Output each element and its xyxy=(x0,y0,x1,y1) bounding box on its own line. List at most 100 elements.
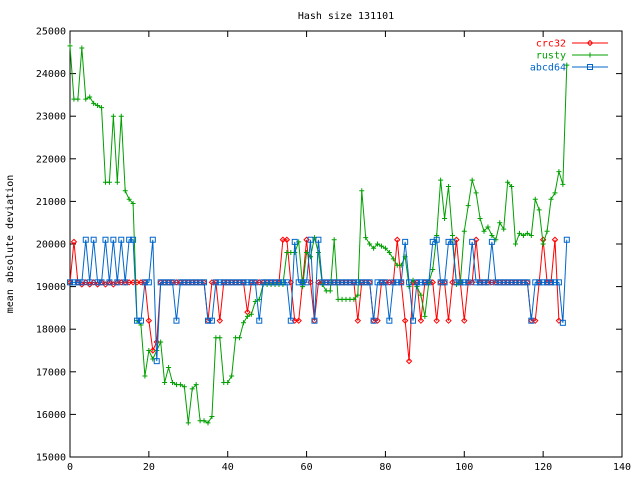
x-tick-label: 0 xyxy=(67,462,73,473)
data-point-rusty xyxy=(95,103,101,109)
data-point-crc32 xyxy=(216,317,224,324)
data-point-rusty xyxy=(489,232,495,238)
data-point-rusty xyxy=(548,196,554,202)
data-point-abcd64 xyxy=(532,279,539,286)
data-point-rusty xyxy=(449,232,455,238)
data-point-rusty xyxy=(185,420,191,426)
legend-label-rusty: rusty xyxy=(536,51,566,62)
legend-marker-abcd64 xyxy=(587,64,593,70)
data-point-abcd64 xyxy=(236,279,243,286)
data-point-abcd64 xyxy=(358,279,365,286)
data-point-crc32 xyxy=(354,317,362,324)
data-point-abcd64 xyxy=(287,317,294,324)
data-point-abcd64 xyxy=(339,279,346,286)
data-point-abcd64 xyxy=(90,236,97,243)
data-point-rusty xyxy=(110,113,116,119)
data-point-abcd64 xyxy=(366,279,373,286)
data-point-rusty xyxy=(536,207,542,213)
data-point-rusty xyxy=(501,226,507,232)
data-point-abcd64 xyxy=(240,279,247,286)
data-point-abcd64 xyxy=(425,279,432,286)
y-tick-label: 18000 xyxy=(36,325,66,336)
data-point-abcd64 xyxy=(508,279,515,286)
data-point-rusty xyxy=(83,96,89,102)
data-point-abcd64 xyxy=(496,279,503,286)
data-point-abcd64 xyxy=(224,279,231,286)
data-point-abcd64 xyxy=(350,279,357,286)
data-point-abcd64 xyxy=(386,317,393,324)
data-point-abcd64 xyxy=(67,279,73,286)
data-point-abcd64 xyxy=(201,279,208,286)
data-point-abcd64 xyxy=(559,319,566,326)
series-crc32 xyxy=(66,236,563,365)
data-point-abcd64 xyxy=(555,279,562,286)
data-point-abcd64 xyxy=(134,317,141,324)
data-point-abcd64 xyxy=(413,279,420,286)
data-point-rusty xyxy=(367,241,373,247)
data-point-crc32 xyxy=(394,236,401,243)
data-point-abcd64 xyxy=(417,279,424,286)
x-tick-label: 80 xyxy=(379,462,391,473)
data-point-rusty xyxy=(446,183,452,189)
series-abcd64 xyxy=(67,236,570,365)
data-point-abcd64 xyxy=(181,279,188,286)
data-point-rusty xyxy=(126,196,132,202)
data-point-rusty xyxy=(528,232,534,238)
data-point-abcd64 xyxy=(130,236,137,243)
data-point-rusty xyxy=(99,105,105,111)
data-point-abcd64 xyxy=(299,279,306,286)
data-point-rusty xyxy=(438,177,444,183)
data-point-rusty xyxy=(201,418,207,424)
data-point-crc32 xyxy=(153,338,160,346)
data-point-abcd64 xyxy=(484,279,491,286)
data-point-abcd64 xyxy=(153,358,160,365)
data-point-abcd64 xyxy=(94,279,101,286)
x-tick-label: 100 xyxy=(455,462,473,473)
data-point-abcd64 xyxy=(86,279,93,286)
data-point-rusty xyxy=(461,228,467,234)
data-point-abcd64 xyxy=(252,279,259,286)
series-rusty xyxy=(67,43,570,426)
x-tick-label: 120 xyxy=(534,462,552,473)
data-point-abcd64 xyxy=(500,279,507,286)
legend-label-abcd64: abcd64 xyxy=(530,63,566,74)
data-point-rusty xyxy=(497,220,503,226)
data-point-abcd64 xyxy=(102,236,109,243)
data-point-rusty xyxy=(378,243,384,249)
data-point-rusty xyxy=(193,382,199,388)
data-point-abcd64 xyxy=(212,279,219,286)
data-point-abcd64 xyxy=(205,317,211,324)
data-point-crc32 xyxy=(405,357,413,365)
data-point-abcd64 xyxy=(406,279,413,286)
data-point-rusty xyxy=(505,179,511,185)
data-point-rusty xyxy=(556,169,562,175)
data-point-rusty xyxy=(217,335,223,341)
data-point-rusty xyxy=(473,190,479,196)
data-point-rusty xyxy=(386,250,392,256)
data-point-abcd64 xyxy=(122,279,129,286)
data-point-abcd64 xyxy=(106,279,113,286)
series-line-abcd64 xyxy=(70,238,568,362)
data-point-abcd64 xyxy=(331,279,338,286)
data-point-rusty xyxy=(422,313,428,319)
data-point-rusty xyxy=(75,96,81,102)
data-point-abcd64 xyxy=(563,236,570,243)
data-point-abcd64 xyxy=(264,279,271,286)
data-point-abcd64 xyxy=(445,238,452,245)
data-point-rusty xyxy=(390,256,396,262)
data-point-abcd64 xyxy=(177,279,184,286)
data-point-rusty xyxy=(355,292,361,298)
data-point-abcd64 xyxy=(315,236,322,243)
data-point-abcd64 xyxy=(295,279,302,286)
data-point-rusty xyxy=(87,94,93,100)
data-point-abcd64 xyxy=(193,279,200,286)
data-point-abcd64 xyxy=(433,236,440,243)
data-point-abcd64 xyxy=(398,279,405,286)
data-point-abcd64 xyxy=(283,279,290,286)
data-point-rusty xyxy=(229,373,235,379)
data-point-crc32 xyxy=(70,238,78,246)
data-point-abcd64 xyxy=(165,279,172,286)
data-point-abcd64 xyxy=(453,279,460,286)
data-point-rusty xyxy=(513,241,519,247)
data-point-abcd64 xyxy=(528,317,535,324)
